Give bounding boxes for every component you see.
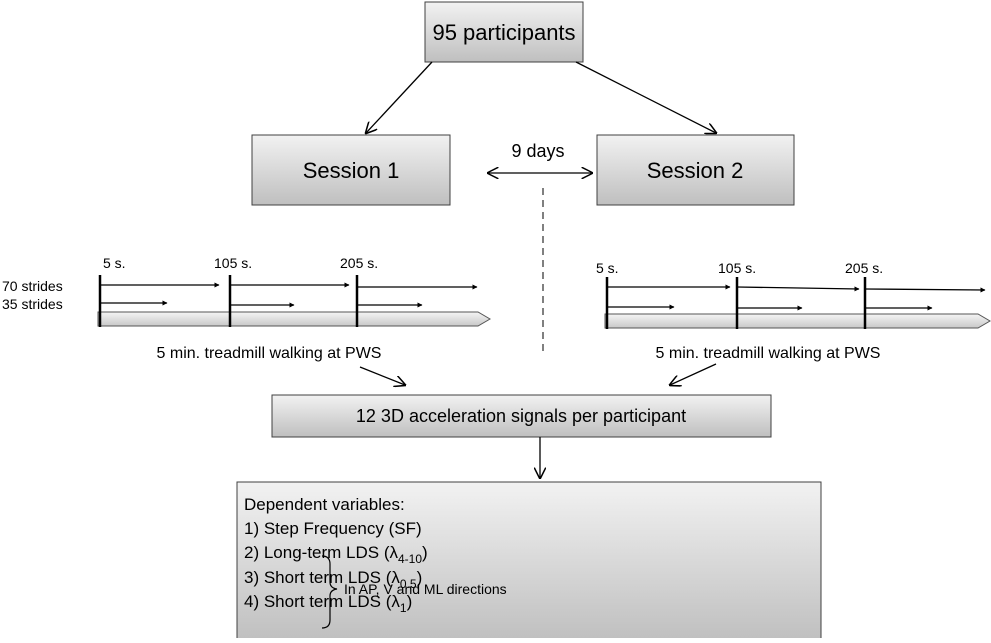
row-label: 70 strides bbox=[2, 278, 63, 294]
marker-label: 5 s. bbox=[596, 260, 619, 276]
timeline-caption: 5 min. treadmill walking at PWS bbox=[157, 345, 382, 362]
dependent-item: 4) Short term LDS (λ1) bbox=[244, 592, 412, 615]
dependent-box bbox=[236, 481, 822, 643]
brace bbox=[321, 555, 338, 629]
session-box bbox=[251, 134, 451, 206]
marker-label: 105 s. bbox=[214, 255, 252, 271]
row-label: 35 strides bbox=[2, 296, 63, 312]
timeline-right bbox=[605, 277, 986, 329]
timeline-bar bbox=[604, 313, 991, 329]
timeline-left bbox=[98, 275, 478, 327]
marker-label: 205 s. bbox=[845, 260, 883, 276]
marker-label: 105 s. bbox=[718, 260, 756, 276]
arrow bbox=[366, 61, 433, 133]
arrow bbox=[736, 286, 860, 292]
arrow bbox=[670, 363, 717, 385]
dependent-heading: Dependent variables: bbox=[244, 495, 405, 514]
marker-label: 5 s. bbox=[103, 255, 126, 271]
timeline-caption: 5 min. treadmill walking at PWS bbox=[656, 345, 881, 362]
dependent-item: 3) Short term LDS (λ0.5) bbox=[244, 568, 422, 591]
interval-label: 9 days bbox=[511, 141, 564, 161]
dependent-item: 2) Long-term LDS (λ4-10) bbox=[244, 543, 428, 566]
dependent-note: In AP, V and ML directions bbox=[344, 581, 507, 597]
participants-box bbox=[424, 1, 584, 63]
session-box bbox=[596, 134, 795, 206]
dependent-item: 1) Step Frequency (SF) bbox=[244, 519, 422, 538]
signals-label: 12 3D acceleration signals per participa… bbox=[356, 406, 686, 426]
session-label: Session 1 bbox=[303, 158, 400, 183]
participants-label: 95 participants bbox=[432, 20, 575, 45]
signals-box bbox=[271, 394, 772, 438]
session-label: Session 2 bbox=[647, 158, 744, 183]
marker-label: 205 s. bbox=[340, 255, 378, 271]
arrow bbox=[359, 366, 405, 385]
arrow bbox=[864, 287, 986, 293]
timeline-bar bbox=[97, 311, 491, 327]
arrow bbox=[575, 61, 716, 133]
